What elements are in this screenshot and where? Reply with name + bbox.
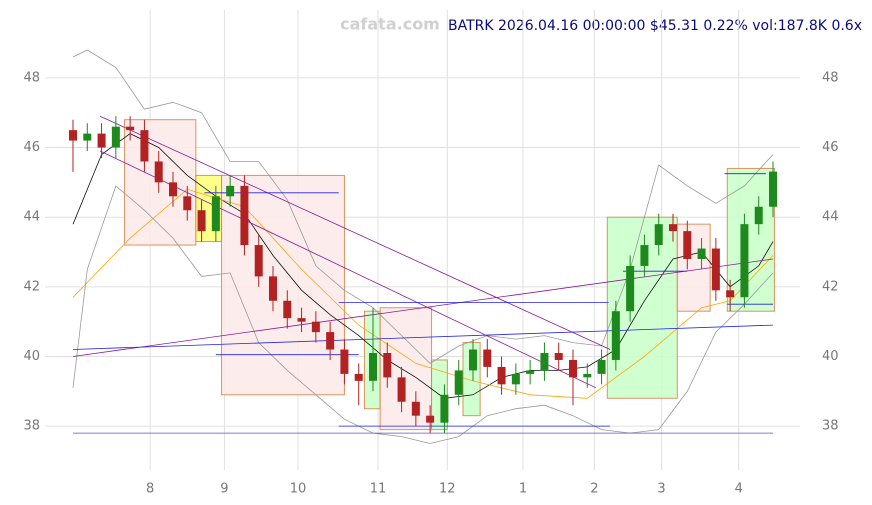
- candle-body: [269, 276, 277, 301]
- watermark: cafata.com: [340, 15, 440, 34]
- candle-body: [669, 224, 677, 232]
- candle-body: [469, 349, 477, 371]
- chart-title: BATRK 2026.04.16 00:00:00 $45.31 0.22% v…: [448, 18, 862, 34]
- y-tick-label-right: 48: [822, 70, 839, 85]
- candle-body: [454, 370, 463, 395]
- candle-body: [83, 133, 92, 141]
- candle-body: [726, 290, 735, 298]
- overlay-line: [99, 115, 611, 350]
- x-tick-label: 10: [290, 482, 307, 497]
- candle-body: [169, 182, 177, 197]
- candle-body: [311, 321, 320, 333]
- x-tick-label: 2: [590, 482, 598, 497]
- zone-box: [726, 167, 775, 312]
- overlay-line: [72, 185, 774, 444]
- candle-body: [69, 130, 77, 141]
- x-tick-label: 9: [220, 482, 228, 497]
- y-tick-label-right: 38: [822, 419, 839, 434]
- y-tick-label: 46: [23, 140, 40, 155]
- candle-body: [369, 352, 377, 381]
- candle-body: [540, 352, 549, 371]
- y-tick-label-right: 44: [822, 210, 839, 225]
- overlay-line: [72, 133, 774, 399]
- candle-body: [611, 311, 620, 360]
- candle-body: [583, 373, 592, 378]
- zone-box: [606, 216, 678, 399]
- overlay-line: [72, 188, 774, 399]
- candle-body: [183, 196, 192, 211]
- y-tick-label: 38: [23, 419, 40, 434]
- candle-body: [683, 231, 692, 259]
- candle-body: [640, 245, 649, 266]
- candle-body: [326, 332, 335, 350]
- zone-box: [221, 174, 345, 396]
- candle-body: [769, 171, 777, 207]
- overlay-line: [72, 324, 774, 350]
- candle-body: [740, 224, 749, 298]
- candle-body: [254, 245, 263, 277]
- x-tick-label: 1: [519, 482, 527, 497]
- x-tick-label: 11: [370, 482, 387, 497]
- candle-body: [97, 133, 106, 148]
- y-tick-label-right: 46: [822, 140, 839, 155]
- y-tick-label: 48: [23, 70, 40, 85]
- candle-body: [340, 349, 349, 374]
- zone-box: [676, 223, 711, 312]
- candle-body: [526, 370, 535, 374]
- candle-body: [354, 373, 363, 381]
- candle-body: [283, 300, 292, 319]
- candle-body: [383, 352, 392, 378]
- x-tick-label: 12: [439, 482, 456, 497]
- candle-body: [140, 130, 149, 162]
- candle-body: [483, 349, 492, 367]
- candle-body: [654, 224, 663, 246]
- candle-body: [211, 196, 220, 232]
- candle-body: [597, 359, 606, 374]
- candle-body: [197, 210, 206, 232]
- candle-body: [554, 352, 563, 360]
- candle-body: [754, 206, 763, 225]
- candle-body: [397, 377, 406, 402]
- x-tick-label: 3: [657, 482, 665, 497]
- y-tick-label-right: 40: [822, 349, 839, 364]
- candle-body: [697, 248, 706, 259]
- candle-body: [511, 373, 520, 385]
- candle-body: [240, 185, 249, 246]
- y-tick-label-right: 42: [822, 279, 839, 294]
- candle-body: [126, 126, 135, 131]
- x-tick-label: 8: [146, 482, 154, 497]
- y-tick-label: 40: [23, 349, 40, 364]
- candle-body: [154, 161, 163, 183]
- candle-body: [297, 318, 306, 322]
- candle-body: [440, 394, 449, 423]
- y-tick-label: 44: [23, 210, 40, 225]
- x-tick-label: 4: [735, 482, 743, 497]
- candle-body: [411, 401, 420, 416]
- candle-body: [226, 185, 235, 197]
- candle-body: [111, 126, 120, 148]
- y-tick-label: 42: [23, 279, 40, 294]
- overlay-line: [99, 150, 597, 389]
- candle-body: [626, 265, 635, 312]
- candle-body: [711, 248, 720, 291]
- overlay-line: [72, 258, 774, 357]
- candle-body: [497, 366, 506, 385]
- overlay-line: [72, 49, 774, 364]
- candle-body: [569, 359, 577, 378]
- candle-body: [426, 415, 435, 423]
